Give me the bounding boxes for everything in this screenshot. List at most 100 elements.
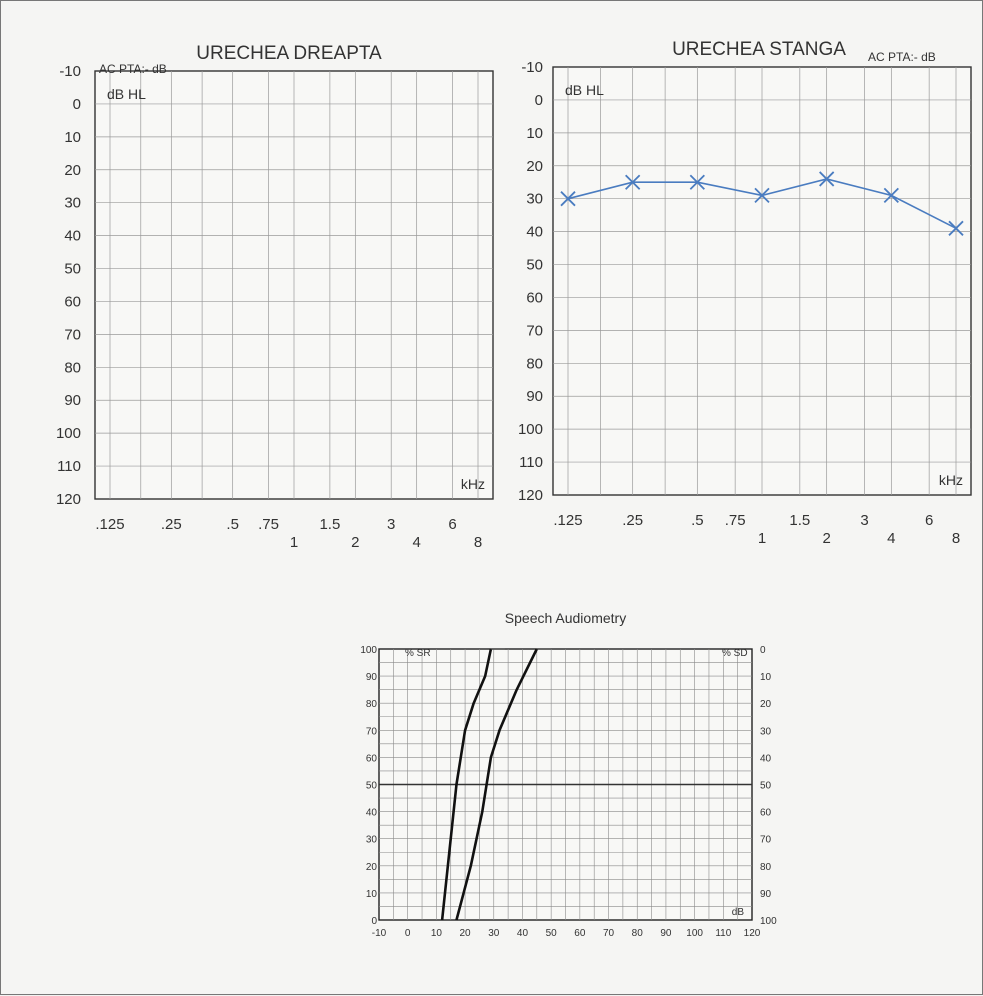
x-tick-label: 6 [448, 516, 456, 533]
y-tick-label: 100 [56, 425, 81, 442]
data-point-x-marker [883, 187, 899, 204]
x-tick-label: .75 [725, 512, 746, 529]
left-tick-label: 80 [366, 699, 378, 710]
x-tick-label: .125 [95, 516, 124, 533]
y-tick-label: 0 [535, 92, 543, 109]
x-tick-label: 8 [952, 530, 960, 547]
left-tick-label: 40 [366, 808, 378, 819]
data-point-x-marker [560, 191, 576, 207]
x-tick-label: 1 [290, 534, 298, 551]
left-tick-label: 0 [371, 916, 377, 927]
x-tick-label: 2 [822, 530, 830, 547]
y-tick-label: 70 [64, 326, 81, 343]
x-tick-label: 60 [574, 928, 586, 939]
right-tick-label: 40 [760, 753, 772, 764]
left-tick-label: 70 [366, 726, 378, 737]
y-tick-label: 50 [526, 257, 543, 274]
speech-curve [455, 648, 538, 921]
y-tick-label: -10 [59, 63, 81, 80]
y-tick-label: 80 [526, 355, 543, 372]
y-tick-label: 90 [64, 392, 81, 409]
y-tick-label: 110 [57, 458, 81, 475]
x-tick-label: 100 [686, 928, 703, 939]
right-tick-label: 20 [760, 699, 772, 710]
unit-label: dB HL [107, 86, 146, 102]
data-point-x-marker [689, 174, 705, 190]
right-tick-label: 100 [760, 916, 777, 927]
y-tick-label: 110 [519, 454, 543, 471]
data-point-x-marker [625, 174, 641, 190]
y-tick-label: 40 [64, 228, 81, 245]
right-axis-label: % SD [722, 648, 748, 659]
left-tick-label: 20 [366, 862, 378, 873]
x-tick-label: .25 [161, 516, 182, 533]
y-tick-label: -10 [521, 59, 543, 76]
x-tick-label: .75 [258, 516, 279, 533]
x-tick-label: -10 [372, 928, 387, 939]
chart-title: Speech Audiometry [505, 610, 626, 626]
right-tick-label: 30 [760, 726, 772, 737]
data-point-x-marker [754, 187, 770, 204]
x-tick-label: 3 [387, 516, 395, 533]
y-tick-label: 30 [526, 191, 543, 208]
x-tick-label: 1.5 [789, 512, 810, 529]
x-tick-label: 90 [660, 928, 672, 939]
x-tick-label: .5 [226, 516, 239, 533]
y-tick-label: 10 [64, 129, 81, 146]
y-tick-label: 80 [64, 359, 81, 376]
x-tick-label: 1.5 [319, 516, 340, 533]
x-tick-label: .25 [622, 512, 643, 529]
pta-label: AC PTA:- dB [99, 62, 167, 76]
left-tick-label: 100 [360, 645, 377, 656]
y-tick-label: 40 [526, 224, 543, 241]
x-tick-label: 40 [517, 928, 529, 939]
y-tick-label: 20 [526, 158, 543, 175]
right-tick-label: 60 [760, 808, 772, 819]
x-tick-label: 4 [412, 534, 420, 551]
chart-title: URECHEA DREAPTA [196, 43, 382, 64]
left-tick-label: 90 [366, 672, 378, 683]
x-tick-label: 110 [715, 928, 731, 939]
y-tick-label: 70 [526, 322, 543, 339]
y-tick-label: 0 [73, 96, 81, 113]
x-tick-label: 3 [860, 512, 868, 529]
left-tick-label: 10 [366, 889, 378, 900]
y-tick-label: 60 [526, 289, 543, 306]
right-tick-label: 0 [760, 645, 766, 656]
left-tick-label: 30 [366, 835, 378, 846]
x-tick-label: .5 [691, 512, 704, 529]
x-tick-label: 120 [744, 928, 761, 939]
x-tick-label: 8 [474, 534, 482, 551]
x-unit-label: kHz [461, 476, 485, 492]
left-tick-label: 50 [366, 781, 378, 792]
x-unit-label: kHz [939, 472, 963, 488]
x-tick-label: 4 [887, 530, 895, 547]
chart-title: URECHEA STANGA [672, 39, 846, 60]
data-point-x-marker [948, 220, 964, 236]
y-tick-label: 10 [526, 125, 543, 142]
x-tick-label: 1 [758, 530, 766, 547]
y-tick-label: 120 [56, 491, 81, 508]
right-tick-label: 80 [760, 862, 772, 873]
right-tick-label: 50 [760, 781, 772, 792]
y-tick-label: 20 [64, 162, 81, 179]
left-tick-label: 60 [366, 753, 378, 764]
right-tick-label: 10 [760, 672, 772, 683]
y-tick-label: 90 [526, 388, 543, 405]
pta-label: AC PTA:- dB [868, 50, 936, 64]
x-unit-label: dB [732, 907, 745, 918]
x-tick-label: 2 [351, 534, 359, 551]
right-tick-label: 70 [760, 835, 772, 846]
x-tick-label: 20 [460, 928, 472, 939]
y-tick-label: 50 [64, 261, 81, 278]
unit-label: dB HL [565, 82, 604, 98]
right-tick-label: 90 [760, 889, 772, 900]
x-tick-label: 0 [405, 928, 411, 939]
x-tick-label: 70 [603, 928, 615, 939]
x-tick-label: 30 [488, 928, 500, 939]
speech-curve [440, 648, 493, 921]
x-tick-label: 10 [431, 928, 443, 939]
y-tick-label: 30 [64, 195, 81, 212]
